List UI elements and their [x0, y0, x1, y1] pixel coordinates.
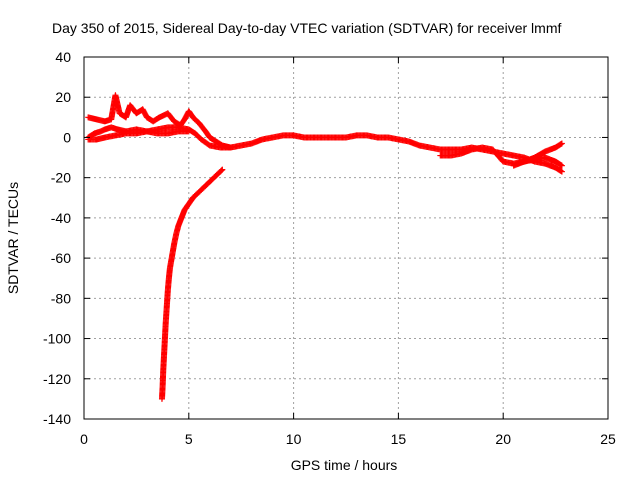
x-tick-label: 25 [600, 431, 616, 447]
x-axis-ticks: 0 5 10 15 20 25 [80, 57, 616, 447]
data-point [227, 144, 234, 151]
x-tick-label: 10 [286, 431, 302, 447]
y-axis-ticks: 40 20 0 -20 -40 -60 -80 -100 -120 -140 [43, 49, 608, 427]
y-tick-label: 40 [55, 49, 71, 65]
chart-title: Day 350 of 2015, Sidereal Day-to-day VTE… [52, 20, 561, 36]
y-tick-label: -20 [51, 170, 71, 186]
x-tick-label: 0 [80, 431, 88, 447]
series-arc-lower [85, 128, 192, 143]
series-arc-upper [85, 92, 234, 151]
y-tick-label: -120 [43, 371, 71, 387]
data-point [558, 168, 565, 175]
y-tick-label: 0 [63, 129, 71, 145]
x-tick-label: 20 [495, 431, 511, 447]
y-tick-label: -40 [51, 210, 71, 226]
series-arc-drop [158, 166, 226, 402]
series-arc-end [510, 140, 565, 169]
x-axis-label: GPS time / hours [291, 457, 398, 473]
data-point [218, 167, 225, 174]
data-marks [85, 92, 565, 402]
y-axis-label: SDTVAR / TECUs [5, 182, 21, 294]
y-tick-label: 20 [55, 89, 71, 105]
plot-frame [83, 56, 609, 420]
y-tick-label: -60 [51, 250, 71, 266]
grid-lines [84, 57, 608, 419]
y-tick-label: -100 [43, 331, 71, 347]
data-point [219, 166, 226, 173]
data-point [558, 140, 565, 147]
data-point [185, 128, 192, 135]
data-point [558, 162, 565, 169]
y-tick-label: -80 [51, 290, 71, 306]
x-tick-label: 5 [185, 431, 193, 447]
y-tick-label: -140 [43, 411, 71, 427]
x-tick-label: 15 [391, 431, 407, 447]
